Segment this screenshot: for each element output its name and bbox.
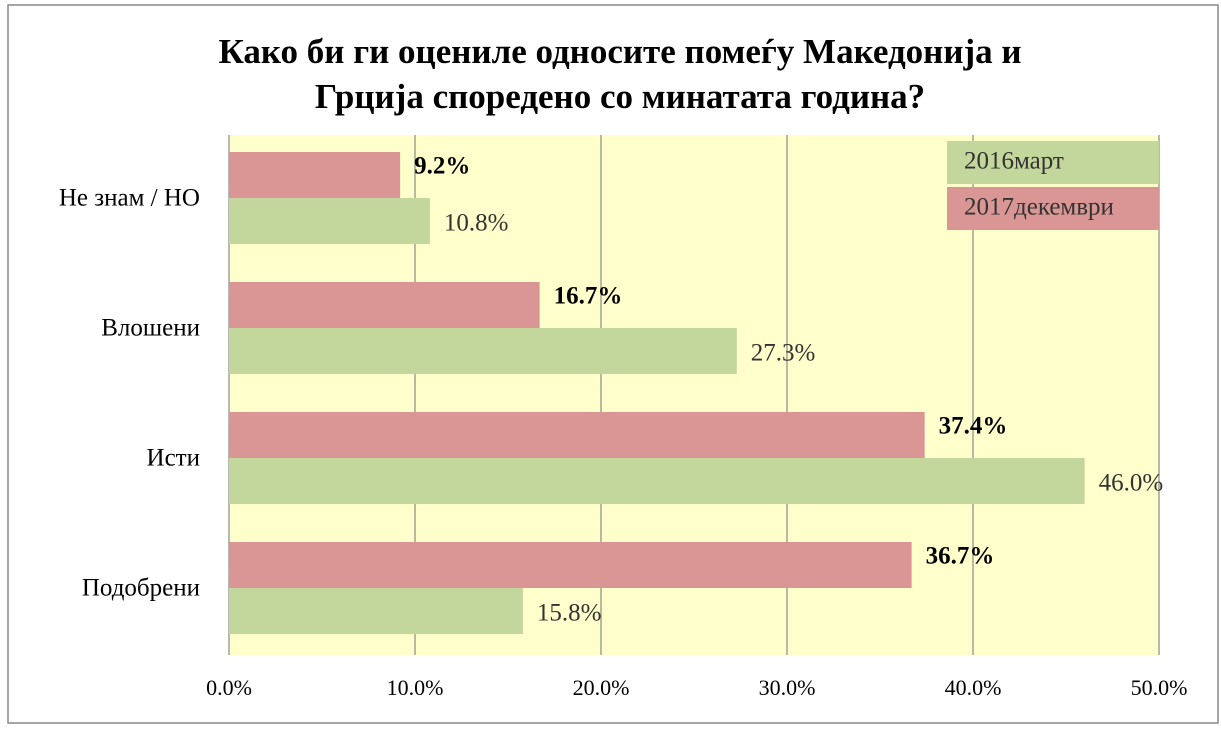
x-tick-label: 20.0% [573, 675, 630, 700]
value-label: 37.4% [939, 413, 1008, 440]
value-label: 10.8% [444, 210, 509, 237]
bar [229, 328, 737, 374]
y-tick-label: Не знам / НО [59, 185, 200, 212]
x-tick-label: 50.0% [1131, 675, 1188, 700]
value-label: 46.0% [1099, 470, 1164, 497]
bar [229, 588, 523, 634]
y-tick-label: Влошени [101, 315, 200, 342]
x-tick-label: 30.0% [759, 675, 816, 700]
x-tick-label: 0.0% [206, 675, 252, 700]
bar [229, 282, 540, 328]
legend-label: 2016март [964, 148, 1064, 175]
legend-swatch [947, 141, 1159, 184]
value-label: 16.7% [554, 283, 623, 310]
value-label: 27.3% [751, 340, 816, 367]
value-label: 9.2% [414, 153, 470, 180]
x-tick-label: 40.0% [945, 675, 1002, 700]
bar [229, 152, 401, 198]
legend-label: 2017декември [964, 194, 1114, 221]
bar [229, 412, 925, 458]
bar [229, 542, 912, 588]
y-tick-label: Подобрени [82, 575, 200, 602]
x-tick-label: 10.0% [387, 675, 444, 700]
bar [229, 198, 430, 244]
legend-swatch [947, 187, 1159, 230]
bar [229, 458, 1085, 504]
y-tick-label: Исти [147, 445, 200, 472]
value-label: 36.7% [926, 543, 995, 570]
chart-title: Грција споредено со минатата година? [315, 77, 925, 116]
value-label: 15.8% [537, 600, 602, 627]
chart-title: Како би ги оцениле односите помеѓу Макед… [218, 32, 1021, 71]
